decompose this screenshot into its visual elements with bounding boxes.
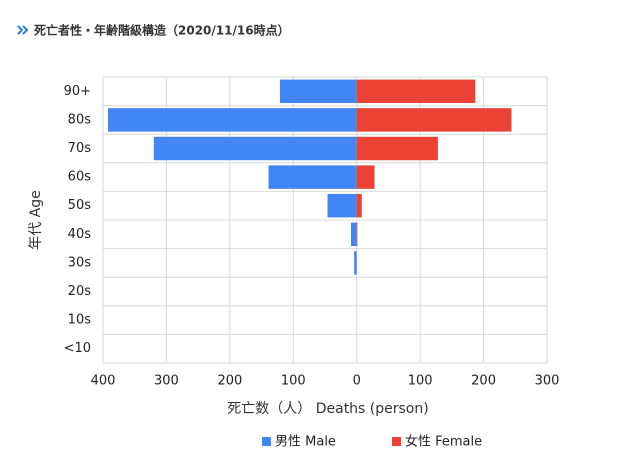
bar (153, 136, 357, 161)
bar (279, 79, 357, 104)
y-tick-label: 80s (68, 112, 92, 127)
bar (356, 222, 358, 247)
y-tick-label: 40s (68, 227, 92, 242)
y-tick-label: 20s (68, 284, 92, 299)
bar (356, 108, 512, 132)
bar (354, 251, 357, 275)
bar (356, 165, 375, 189)
chart-title: 死亡者性・年齢階級構造（2020/11/16時点） (34, 23, 290, 38)
x-tick-label: 400 (91, 374, 116, 389)
x-axis-title: 死亡数（人） Deaths (person) (227, 401, 428, 417)
y-tick-label: <10 (64, 341, 91, 356)
y-tick-label: 10s (68, 313, 92, 328)
bar (268, 165, 357, 189)
x-tick-label: 200 (471, 374, 496, 389)
x-tick-label: 200 (217, 374, 242, 389)
legend-swatch (262, 437, 271, 446)
legend-swatch (392, 437, 401, 446)
y-tick-label: 70s (68, 141, 92, 156)
x-tick-label: 300 (154, 374, 179, 389)
bar (356, 79, 476, 104)
y-tick-label: 90+ (64, 84, 91, 99)
bar (356, 193, 362, 218)
x-tick-label: 0 (353, 374, 361, 389)
bar (108, 108, 357, 132)
x-tick-label: 100 (281, 374, 306, 389)
bar (351, 222, 357, 247)
legend-label: 女性 Female (405, 434, 482, 450)
y-tick-label: 60s (68, 170, 92, 185)
y-tick-label: 50s (68, 198, 92, 213)
x-tick-label: 300 (535, 374, 560, 389)
y-axis-title: 年代 Age (28, 190, 44, 250)
bar (356, 136, 438, 161)
x-tick-label: 100 (408, 374, 433, 389)
title-icon (17, 25, 29, 35)
bar (327, 193, 357, 218)
legend-label: 男性 Male (275, 435, 336, 450)
y-tick-label: 30s (68, 255, 92, 270)
